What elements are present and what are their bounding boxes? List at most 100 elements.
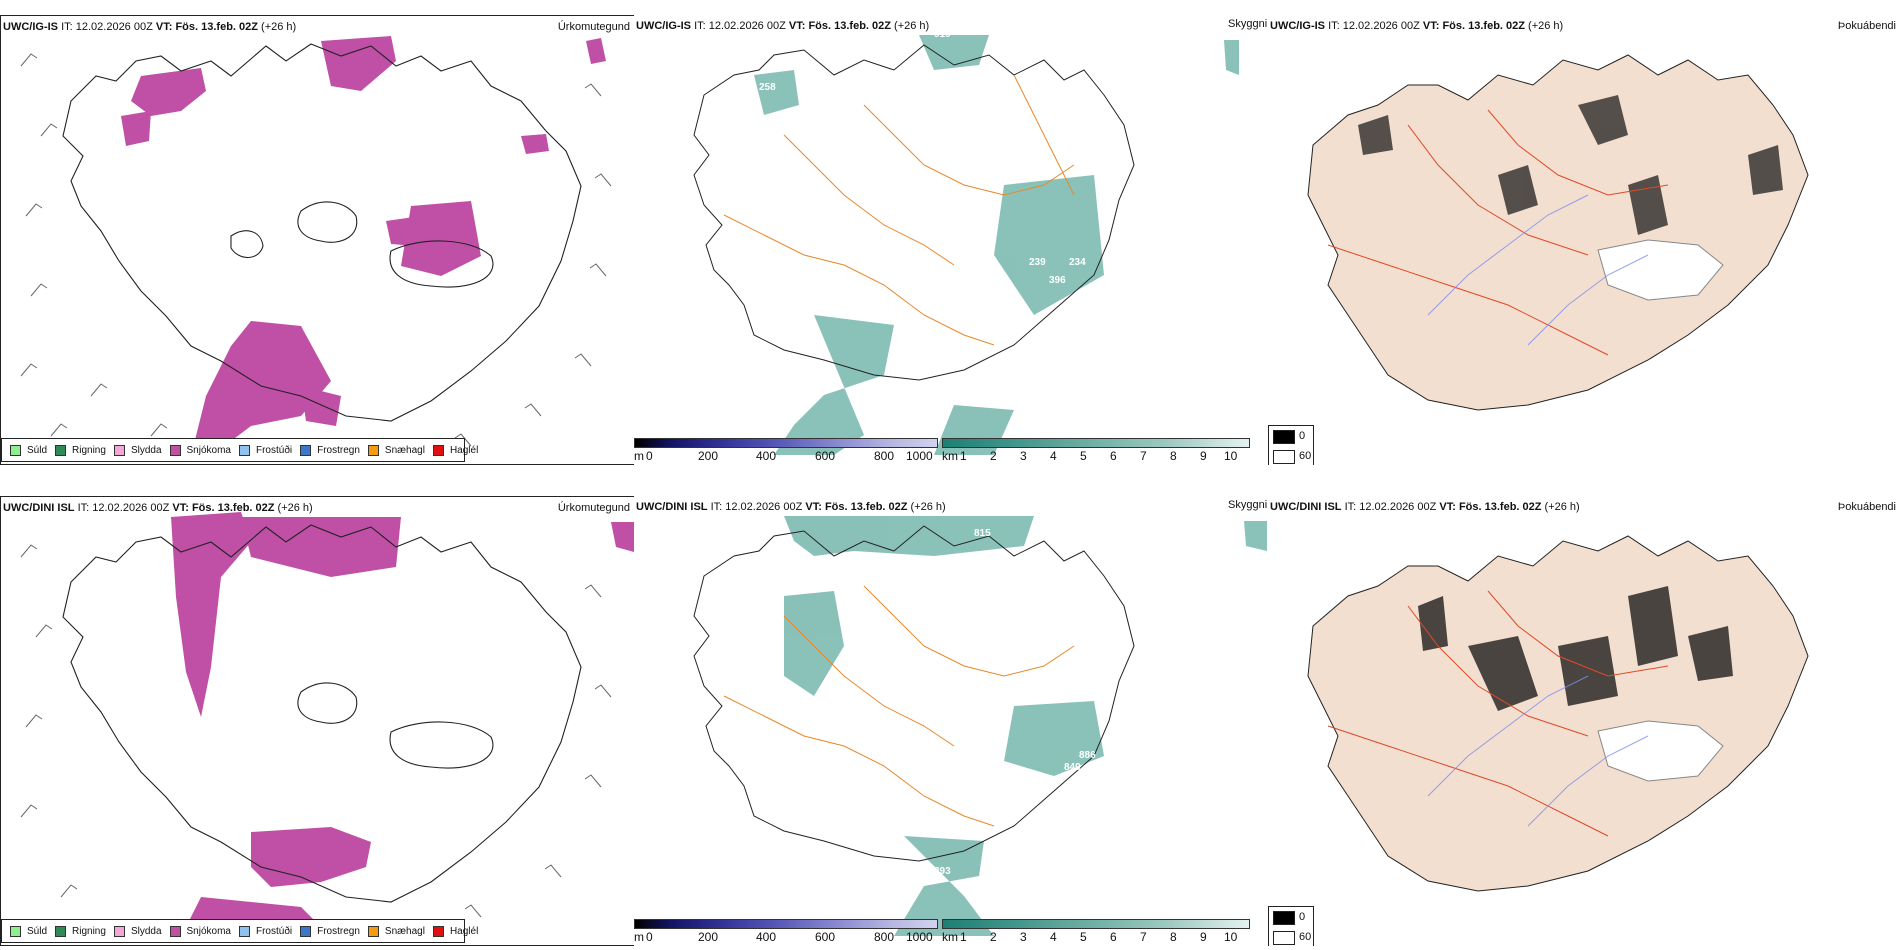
iceland-coast-top-1	[62, 43, 582, 422]
cloud-base-label: 234	[1069, 257, 1086, 268]
legend-swatch	[10, 925, 21, 937]
legend-item: Súld	[10, 444, 47, 456]
legend-swatch	[432, 925, 444, 937]
roads	[723, 74, 1075, 346]
legend-item: Snæhagl	[367, 925, 425, 937]
cloud-base-label: 815	[974, 528, 991, 539]
legend-swatch	[113, 925, 125, 937]
legend-item: Slydda	[113, 444, 162, 456]
legend-item: Rigning	[55, 925, 106, 937]
cloud-base-gradient	[634, 919, 938, 929]
legend-item: Frostúði	[238, 444, 292, 456]
low-visibility-areas	[784, 516, 1267, 936]
panel-title: Úrkomutegund	[557, 21, 630, 33]
cloud-base-label: 364	[1114, 265, 1131, 276]
roads	[723, 585, 1075, 827]
legend-swatch	[300, 444, 312, 456]
cloud-base-label: 886	[1079, 750, 1096, 761]
snow-areas	[171, 512, 634, 937]
iceland-coast-bottom-2	[693, 525, 1135, 862]
panel-title: Þokuábendi	[1837, 20, 1896, 32]
visibility-tick: 7	[1140, 930, 1147, 944]
visibility-tick: 5	[1080, 449, 1087, 463]
legend-item: Slydda	[113, 925, 162, 937]
cloud-base-unit: m	[634, 449, 644, 463]
fog-rivers	[1427, 675, 1649, 827]
cloud-base-label: 239	[1029, 257, 1046, 268]
visibility-tick: 2	[990, 930, 997, 944]
cloud-base-tick: 200	[698, 449, 719, 463]
cloud-base-tick: 600	[815, 449, 836, 463]
legend-item: Frostúði	[238, 925, 292, 937]
visibility-tick: 3	[1020, 930, 1027, 944]
panel-header: UWC/DINI ISL IT: 12.02.2026 00Z VT: Fös.…	[3, 502, 313, 514]
legend-swatch	[367, 444, 379, 456]
visibility-colorbar: km 1 2 3 4 5 6 7 8 9 10	[942, 919, 1250, 946]
iceland-land-fog-bottom	[1307, 535, 1809, 892]
visibility-tick: 7	[1140, 449, 1147, 463]
visibility-tick: 4	[1050, 449, 1057, 463]
legend-swatch	[169, 925, 181, 937]
fog-rivers	[1427, 194, 1649, 346]
fog-label-max: 0	[1299, 911, 1306, 923]
cloud-base-label: 893	[934, 866, 951, 877]
fog-swatch-min	[1273, 931, 1295, 945]
legend-swatch	[432, 444, 444, 456]
panel-header: UWC/DINI ISL IT: 12.02.2026 00Z VT: Fös.…	[1270, 501, 1580, 513]
visibility-tick: 9	[1200, 930, 1207, 944]
visibility-tick: 10	[1224, 930, 1238, 944]
legend-swatch	[238, 925, 250, 937]
visibility-tick: 10	[1224, 449, 1238, 463]
visibility-tick: 6	[1110, 930, 1117, 944]
panel-visibility-bottom: UWC/DINI ISL IT: 12.02.2026 00Z VT: Fös.…	[634, 496, 1267, 946]
cloud-base-tick: 1000	[906, 449, 933, 463]
cloud-base-label: 358	[989, 698, 1006, 709]
cloud-base-tick: 800	[874, 449, 895, 463]
panel-precip-top: UWC/IG-IS IT: 12.02.2026 00Z VT: Fös. 13…	[0, 15, 635, 465]
cloud-base-label: 202	[939, 391, 956, 402]
cloud-base-gradient	[634, 438, 938, 448]
cloud-base-label: 732	[1119, 279, 1136, 290]
legend-item: Snjókoma	[169, 925, 231, 937]
fog-map	[1307, 535, 1809, 892]
iceland-coast-top-2	[693, 44, 1135, 381]
panel-header: UWC/IG-IS IT: 12.02.2026 00Z VT: Fös. 13…	[1270, 20, 1564, 32]
cloud-base-label: 124	[954, 247, 971, 258]
fog-swatch-min	[1273, 450, 1295, 464]
fog-index-shading	[1418, 586, 1733, 711]
cloud-base-tick: 200	[698, 930, 719, 944]
panel-title: Úrkomutegund	[557, 502, 630, 514]
precip-map	[20, 512, 634, 937]
legend-item: Rigning	[55, 444, 106, 456]
glacier-white-patch	[1597, 720, 1724, 782]
legend-swatch	[113, 444, 125, 456]
panel-title: Skyggni	[1228, 499, 1267, 511]
cloud-base-tick: 400	[756, 449, 777, 463]
glacier-white-patch	[1597, 239, 1724, 301]
visibility-tick: 3	[1020, 449, 1027, 463]
cloud-base-tick: 800	[874, 930, 895, 944]
cloud-base-colorbar: m 0 200 400 600 800 1000	[634, 438, 938, 465]
visibility-gradient	[942, 438, 1250, 448]
fog-roads	[1327, 109, 1669, 356]
legend-item: Haglél	[432, 925, 478, 937]
panel-visibility-top: UWC/IG-IS IT: 12.02.2026 00Z VT: Fös. 13…	[634, 15, 1267, 465]
panel-header: UWC/IG-IS IT: 12.02.2026 00Z VT: Fös. 13…	[3, 21, 297, 33]
visibility-tick: 2	[990, 449, 997, 463]
low-visibility-areas	[754, 35, 1239, 455]
legend-swatch	[55, 925, 67, 937]
cloud-base-tick: 400	[756, 930, 777, 944]
panel-precip-bottom: UWC/DINI ISL IT: 12.02.2026 00Z VT: Fös.…	[0, 496, 635, 946]
cloud-base-tick: 0	[646, 930, 653, 944]
fog-label-max: 0	[1299, 430, 1306, 442]
iceland-land-fog-top	[1307, 54, 1809, 411]
cloud-base-label: 246	[904, 870, 921, 881]
legend-swatch	[169, 444, 181, 456]
visibility-tick: 9	[1200, 449, 1207, 463]
fog-swatch-max	[1273, 430, 1295, 444]
fog-label-min: 60	[1299, 931, 1312, 943]
visibility-tick: 1	[960, 449, 967, 463]
